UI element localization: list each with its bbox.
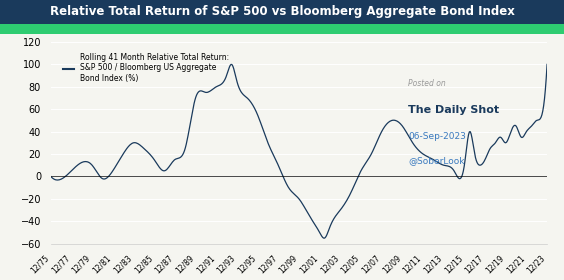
Text: Relative Total Return of S&P 500 vs Bloomberg Aggregate Bond Index: Relative Total Return of S&P 500 vs Bloo… (50, 5, 514, 18)
Text: @SoberLook: @SoberLook (408, 156, 465, 165)
Text: The Daily Shot: The Daily Shot (408, 104, 499, 115)
Text: Posted on: Posted on (408, 79, 446, 88)
Legend: Rolling 41 Month Relative Total Return:
S&P 500 / Bloomberg US Aggregate
Bond In: Rolling 41 Month Relative Total Return: … (60, 50, 232, 86)
Text: 06-Sep-2023: 06-Sep-2023 (408, 132, 466, 141)
FancyBboxPatch shape (0, 0, 564, 24)
FancyBboxPatch shape (0, 0, 564, 34)
